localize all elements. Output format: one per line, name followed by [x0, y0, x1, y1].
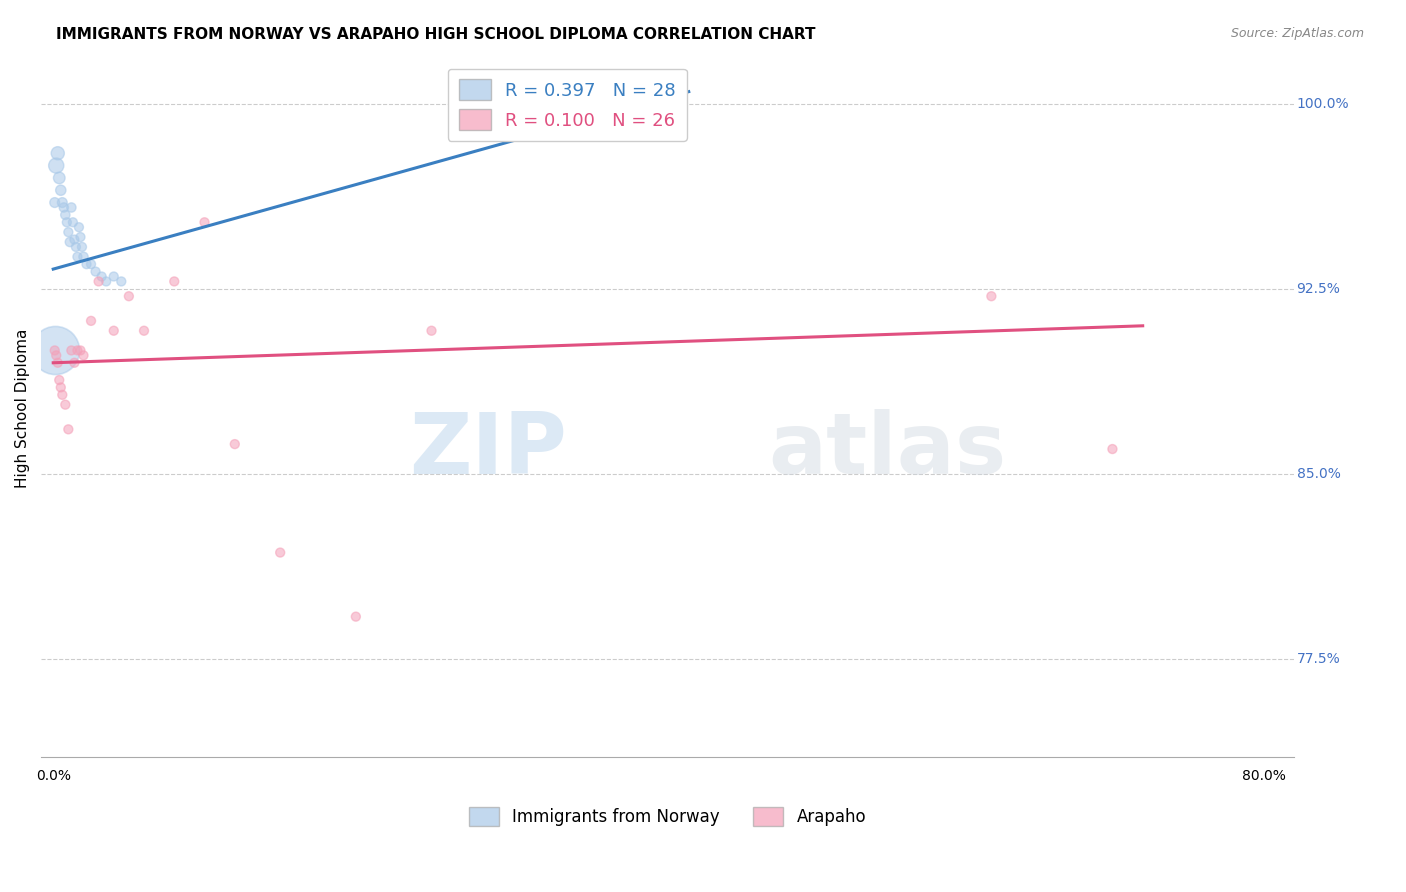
- Text: 92.5%: 92.5%: [1296, 282, 1340, 296]
- Point: [70, 240, 93, 254]
- Point: [163, 275, 186, 289]
- Point: [66, 343, 89, 358]
- Point: [58, 422, 80, 436]
- Point: [90, 269, 112, 284]
- Legend: Immigrants from Norway, Arapaho: Immigrants from Norway, Arapaho: [463, 800, 873, 833]
- Point: [87, 275, 110, 289]
- Point: [420, 324, 443, 338]
- Point: [60, 201, 83, 215]
- Point: [69, 343, 91, 358]
- Point: [1101, 442, 1123, 456]
- Point: [63, 356, 86, 370]
- Point: [63, 233, 86, 247]
- Point: [103, 269, 125, 284]
- Point: [72, 250, 94, 264]
- Point: [344, 609, 367, 624]
- Point: [72, 348, 94, 362]
- Point: [84, 264, 107, 278]
- Point: [60, 343, 83, 358]
- Point: [48, 170, 70, 185]
- Point: [269, 545, 291, 559]
- Point: [45, 159, 67, 173]
- Point: [46, 356, 69, 370]
- Point: [66, 250, 89, 264]
- Text: 77.5%: 77.5%: [1296, 651, 1340, 665]
- Point: [53, 398, 76, 412]
- Point: [51, 388, 73, 402]
- Point: [132, 324, 155, 338]
- Point: [53, 208, 76, 222]
- Point: [62, 215, 84, 229]
- Text: 100.0%: 100.0%: [1296, 97, 1350, 111]
- Point: [44, 195, 66, 210]
- Point: [49, 380, 72, 394]
- Point: [65, 240, 87, 254]
- Y-axis label: High School Diploma: High School Diploma: [15, 328, 30, 488]
- Point: [980, 289, 1002, 303]
- Point: [118, 289, 141, 303]
- Point: [44, 343, 66, 358]
- Point: [59, 235, 82, 249]
- Point: [56, 215, 79, 229]
- Point: [58, 225, 80, 239]
- Point: [80, 257, 103, 271]
- Point: [51, 195, 73, 210]
- Point: [76, 257, 98, 271]
- Point: [110, 275, 132, 289]
- Point: [44, 343, 66, 358]
- Text: 85.0%: 85.0%: [1296, 467, 1340, 481]
- Point: [80, 314, 103, 328]
- Point: [103, 324, 125, 338]
- Text: ZIP: ZIP: [409, 409, 568, 491]
- Text: atlas: atlas: [768, 409, 1007, 491]
- Point: [224, 437, 246, 451]
- Point: [48, 373, 70, 387]
- Point: [67, 220, 90, 235]
- Text: IMMIGRANTS FROM NORWAY VS ARAPAHO HIGH SCHOOL DIPLOMA CORRELATION CHART: IMMIGRANTS FROM NORWAY VS ARAPAHO HIGH S…: [56, 27, 815, 42]
- Point: [45, 348, 67, 362]
- Point: [69, 230, 91, 244]
- Point: [96, 275, 118, 289]
- Text: Source: ZipAtlas.com: Source: ZipAtlas.com: [1230, 27, 1364, 40]
- Point: [193, 215, 215, 229]
- Point: [49, 183, 72, 197]
- Point: [46, 146, 69, 161]
- Point: [572, 104, 595, 119]
- Point: [52, 201, 75, 215]
